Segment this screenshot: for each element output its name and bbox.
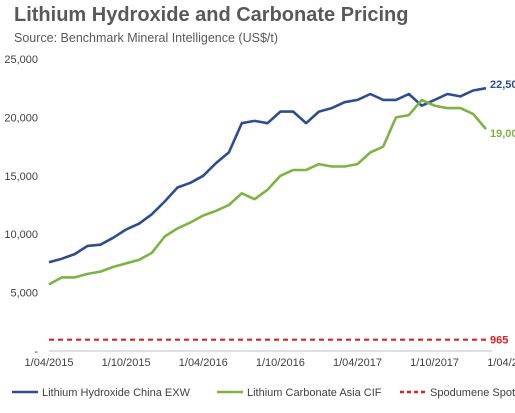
y-tick-label: 25,000 — [4, 54, 38, 66]
x-tick-label: 1/10/2015 — [102, 357, 151, 369]
x-tick-label: 1/04/2016 — [179, 357, 228, 369]
chart-subtitle: Source: Benchmark Mineral Intelligence (… — [14, 31, 279, 45]
legend-label: Lithium Hydroxide China EXW — [42, 387, 191, 399]
legend-label: Spodumene Spot — [430, 387, 515, 399]
y-tick-label: - — [34, 346, 38, 358]
y-tick-label: 5,000 — [10, 288, 38, 300]
x-tick-label: 1/10/2016 — [256, 357, 305, 369]
y-tick-label: 20,000 — [4, 112, 38, 124]
x-tick-label: 1/10/2017 — [410, 357, 459, 369]
series-end-label: 965 — [490, 335, 508, 347]
x-tick-label: 1/04/2015 — [25, 357, 74, 369]
x-tick-label: 1/04/2017 — [333, 357, 382, 369]
series-line-1 — [48, 86, 487, 264]
series-end-label: 19,000 — [490, 128, 515, 140]
y-tick-label: 15,000 — [4, 171, 38, 183]
x-tick-label: 1/04/2018 — [487, 357, 515, 369]
legend-label: Lithium Carbonate Asia CIF — [247, 387, 382, 399]
chart-title: Lithium Hydroxide and Carbonate Pricing — [14, 4, 409, 26]
series-end-label: 22,500 — [490, 79, 515, 91]
y-tick-label: 10,000 — [4, 229, 38, 241]
series-line-2 — [48, 98, 487, 286]
